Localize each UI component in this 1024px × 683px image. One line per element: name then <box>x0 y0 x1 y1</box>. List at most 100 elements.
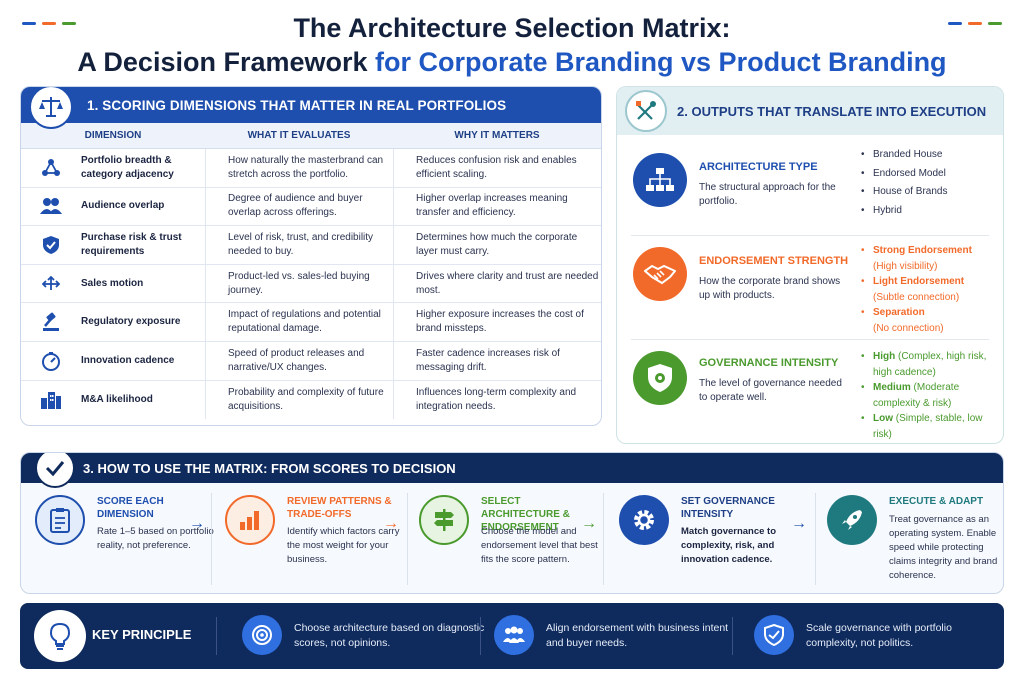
title-line-2-prefix: A Decision Framework <box>77 47 376 77</box>
principle-text: Align endorsement with business intent a… <box>546 622 729 649</box>
title-line-2: A Decision Framework for Corporate Brand… <box>0 45 1024 79</box>
evaluates-cell: Degree of audience and buyer overlap acr… <box>205 187 393 226</box>
table-header: DIMENSION WHAT IT EVALUATES WHY IT MATTE… <box>21 123 601 149</box>
list-item: House of Brands <box>861 184 948 200</box>
divider <box>216 617 217 655</box>
evaluates-cell: Probability and complexity of future acq… <box>205 380 393 420</box>
shield-check-icon <box>21 235 81 255</box>
tools-icon <box>625 90 667 132</box>
list-item: Light Endorsement(Subtle connection) <box>861 274 972 305</box>
table-row: M&A likelihood Probability and complexit… <box>21 380 601 420</box>
table-row: Purchase risk & trust requirements Level… <box>21 226 601 265</box>
list-item: Branded House <box>861 147 948 163</box>
step-execute: EXECUTE & ADAPT Treat governance as an o… <box>817 489 1003 589</box>
signpost-icon <box>419 495 469 545</box>
dimension-name: Sales motion <box>81 277 144 289</box>
evaluates-cell: Impact of regulations and potential repu… <box>205 303 393 341</box>
title-line-2-accent: for Corporate Branding vs Product Brandi… <box>375 47 947 77</box>
output-desc: The structural approach for the portfoli… <box>699 182 836 207</box>
dimension-name: Purchase risk & trust requirements <box>81 231 182 257</box>
dimension-name: Audience overlap <box>81 200 165 212</box>
step-score: SCORE EACH DIMENSION Rate 1–5 based on p… <box>25 489 214 589</box>
step-governance: SET GOVERNANCE INTENSITY Match governanc… <box>609 489 795 589</box>
list-item: Separation(No connection) <box>861 305 972 336</box>
step-desc: Choose the model and endorsement level t… <box>481 526 598 565</box>
list-item: High (Complex, high risk, high cadence) <box>861 349 997 380</box>
list-item: Endorsed Model <box>861 166 948 182</box>
step-title: SET GOVERNANCE INTENSITY <box>681 496 775 520</box>
dimension-name: Innovation cadence <box>81 354 175 366</box>
page-title: The Architecture Selection Matrix: A Dec… <box>0 11 1024 79</box>
column-header-matters: WHY IT MATTERS <box>454 130 540 141</box>
matters-cell: Faster cadence increases risk of messagi… <box>393 341 601 380</box>
matters-cell: Higher exposure increases the cost of br… <box>393 303 601 341</box>
matters-cell: Determines how much the corporate layer … <box>393 226 601 264</box>
step-desc: Treat governance as an operating system.… <box>889 514 998 581</box>
list-item: Hybrid <box>861 203 948 219</box>
table-row: Regulatory exposure Impact of regulation… <box>21 303 601 342</box>
buildings-icon <box>21 390 81 410</box>
step-title: REVIEW PATTERNS & TRADE-OFFS <box>287 496 392 520</box>
arrow-right-icon: → <box>383 515 399 532</box>
clipboard-icon <box>35 495 85 545</box>
output-name: ENDORSEMENT STRENGTH <box>699 255 849 267</box>
evaluates-cell: Level of risk, trust, and credibility ne… <box>205 226 393 264</box>
arrow-right-icon: → <box>189 515 205 532</box>
arrows-icon <box>21 275 81 292</box>
section2-heading: 2. OUTPUTS THAT TRANSLATE INTO EXECUTION <box>617 87 1003 135</box>
decorative-dashes-left <box>22 22 76 25</box>
output-name: ARCHITECTURE TYPE <box>699 161 818 173</box>
output-desc: How the corporate brand shows up with pr… <box>699 276 841 301</box>
network-icon <box>21 158 81 178</box>
shield-check-icon <box>754 615 794 655</box>
evaluates-cell: How naturally the masterbrand can stretc… <box>205 149 393 187</box>
divider <box>211 493 212 585</box>
divider <box>631 339 989 340</box>
list-item: Strong Endorsement(High visibility) <box>861 243 972 274</box>
governance-list: High (Complex, high risk, high cadence) … <box>861 349 997 442</box>
table-body: Portfolio breadth & category adjacency H… <box>21 149 601 420</box>
list-item: Medium (Moderate complexity & risk) <box>861 380 997 411</box>
target-icon <box>242 615 282 655</box>
step-title: EXECUTE & ADAPT <box>889 496 984 507</box>
step-desc: Identify which factors carry the most we… <box>287 526 400 565</box>
evaluates-cell: Speed of product releases and narrative/… <box>205 341 393 380</box>
scales-icon <box>29 87 73 129</box>
key-principle-label: KEY PRINCIPLE <box>92 627 192 642</box>
divider <box>732 617 733 655</box>
principle-text: Choose architecture based on diagnostic … <box>294 622 485 649</box>
step-title: SELECT ARCHITECTURE & ENDORSEMENT <box>481 496 570 533</box>
principle-text: Scale governance with portfolio complexi… <box>806 622 952 649</box>
section1-heading: 1. SCORING DIMENSIONS THAT MATTER IN REA… <box>21 87 601 123</box>
output-desc: The level of governance needed to operat… <box>699 378 842 403</box>
table-row: Audience overlap Degree of audience and … <box>21 187 601 227</box>
title-line-1: The Architecture Selection Matrix: <box>293 13 731 43</box>
checkmark-icon <box>35 453 75 488</box>
rocket-icon <box>827 495 877 545</box>
step-desc: Match governance to complexity, risk, an… <box>681 526 777 565</box>
list-item: Low (Simple, stable, low risk) <box>861 411 997 442</box>
matters-cell: Reduces confusion risk and enables effic… <box>393 149 601 187</box>
shield-gear-icon <box>633 351 687 405</box>
gear-icon <box>619 495 669 545</box>
divider <box>480 617 481 655</box>
arrow-right-icon: → <box>581 515 597 532</box>
handshake-icon <box>633 247 687 301</box>
matters-cell: Drives where clarity and trust are neede… <box>393 264 601 303</box>
step-desc: Rate 1–5 based on portfolio reality, not… <box>97 526 214 551</box>
column-header-dimension: DIMENSION <box>84 130 142 141</box>
divider <box>631 235 989 236</box>
section3-heading: 3. HOW TO USE THE MATRIX: FROM SCORES TO… <box>21 453 1003 483</box>
scoring-dimensions-section: 1. SCORING DIMENSIONS THAT MATTER IN REA… <box>20 86 602 426</box>
dimension-name: Portfolio breadth & category adjacency <box>81 154 174 180</box>
endorsement-list: Strong Endorsement(High visibility) Ligh… <box>861 243 972 336</box>
gauge-icon <box>21 351 81 371</box>
divider <box>815 493 816 585</box>
bar-chart-icon <box>225 495 275 545</box>
table-row: Sales motion Product-led vs. sales-led b… <box>21 264 601 304</box>
matters-cell: Higher overlap increases meaning transfe… <box>393 187 601 226</box>
how-to-use-section: 3. HOW TO USE THE MATRIX: FROM SCORES TO… <box>20 452 1004 594</box>
decorative-dashes-right <box>948 22 1002 25</box>
step-select: SELECT ARCHITECTURE & ENDORSEMENT Choose… <box>409 489 599 589</box>
output-name: GOVERNANCE INTENSITY <box>699 357 839 369</box>
